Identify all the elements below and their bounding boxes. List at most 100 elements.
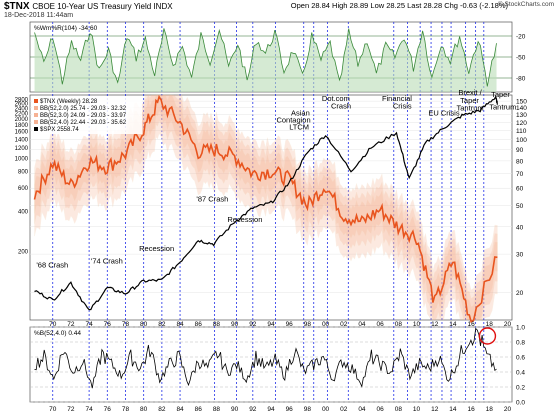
right-axis-tick: 110 bbox=[516, 128, 527, 135]
stockcharts-logo: © StockCharts.com bbox=[497, 1, 554, 8]
event-annotation-8: Dot.com bbox=[322, 94, 350, 103]
highlight-circle bbox=[478, 327, 497, 345]
x-tick-label-bottom: 76 bbox=[104, 406, 112, 413]
event-annotation-2: Recession bbox=[139, 244, 174, 253]
x-tick-label-bottom: 90 bbox=[231, 406, 239, 413]
right-axis-tick: 120 bbox=[516, 120, 527, 127]
x-tick-label-bottom: 74 bbox=[85, 406, 93, 413]
x-tick-label-mid: 76 bbox=[104, 321, 112, 328]
left-axis-tick: 1800 bbox=[15, 123, 29, 129]
x-tick-label-mid: 04 bbox=[358, 321, 366, 328]
left-axis-tick: 800 bbox=[18, 170, 29, 176]
right-axis-tick: 40 bbox=[516, 224, 524, 231]
event-annotation-9: Crash bbox=[331, 101, 351, 110]
right-axis-tick: 150 bbox=[516, 99, 527, 106]
x-tick-label-bottom: 18 bbox=[486, 406, 494, 413]
event-annotation-15: Tantrum bbox=[457, 103, 484, 112]
percent-b-panel-frame bbox=[29, 326, 513, 403]
left-axis-tick: 1400 bbox=[15, 137, 29, 143]
percent-b-tick: 0.8 bbox=[516, 340, 525, 347]
right-axis-tick: 130 bbox=[516, 112, 527, 119]
x-tick-label-bottom: 14 bbox=[449, 406, 457, 413]
x-tick-label-mid: 16 bbox=[467, 321, 475, 328]
x-tick-label-bottom: 08 bbox=[395, 406, 403, 413]
ohlc-readout: Open 28.84 High 28.89 Low 28.25 Last 28.… bbox=[290, 1, 508, 10]
event-annotation-14: Taper bbox=[460, 96, 479, 105]
x-tick-label-bottom: 98 bbox=[304, 406, 312, 413]
x-tick-label-mid: 96 bbox=[286, 321, 294, 328]
x-tick-label-mid: 00 bbox=[322, 321, 330, 328]
legend-swatch-0 bbox=[34, 99, 38, 103]
percent-b-tick: 0.2 bbox=[516, 385, 525, 392]
x-tick-label-bottom: 80 bbox=[140, 406, 148, 413]
left-axis-tick: 1000 bbox=[15, 157, 29, 163]
x-tick-label-bottom: 72 bbox=[67, 406, 75, 413]
percent-b-tick: 1.0 bbox=[516, 325, 525, 332]
left-axis-tick: 2400 bbox=[15, 106, 29, 112]
x-tick-label-mid: 08 bbox=[395, 321, 403, 328]
percent-b-legend: %B(52,4.0) 0.44 bbox=[34, 330, 81, 337]
legend-entry-1: BB(52,2.0) 25.74 - 29.03 - 32.32 bbox=[40, 106, 127, 112]
x-tick-label-bottom: 00 bbox=[322, 406, 330, 413]
event-annotation-5: Asian bbox=[291, 109, 310, 118]
x-tick-label-bottom: 70 bbox=[49, 406, 57, 413]
right-axis-tick: 50 bbox=[516, 203, 524, 210]
x-tick-label-mid: 12 bbox=[431, 321, 439, 328]
event-annotation-1: '74 Crash bbox=[91, 257, 123, 266]
x-tick-label-bottom: 92 bbox=[249, 406, 257, 413]
percent-b-tick: 0.6 bbox=[516, 355, 525, 362]
event-annotation-12: EU Crisis bbox=[428, 109, 459, 118]
x-tick-label-mid: 84 bbox=[176, 321, 184, 328]
left-axis-tick: 2200 bbox=[15, 111, 29, 117]
symbol-label: $TNX bbox=[4, 1, 30, 12]
left-axis-tick: 2600 bbox=[15, 102, 29, 108]
right-axis-tick: 90 bbox=[516, 147, 524, 154]
x-tick-label-mid: 10 bbox=[413, 321, 421, 328]
x-tick-label-bottom: 78 bbox=[122, 406, 130, 413]
event-annotation-10: Financial bbox=[382, 94, 412, 103]
event-annotation-13: Brexit / bbox=[458, 88, 482, 97]
spx-line bbox=[34, 95, 498, 311]
x-tick-label-mid: 74 bbox=[85, 321, 93, 328]
x-tick-label-mid: 86 bbox=[195, 321, 203, 328]
wmr-tick-label: -50 bbox=[516, 55, 526, 62]
bb-band-3 bbox=[34, 94, 498, 321]
x-tick-label-bottom: 96 bbox=[286, 406, 294, 413]
symbol-description: CBOE 10-Year US Treasury Yield INDX bbox=[32, 2, 173, 11]
left-axis-tick: 2000 bbox=[15, 117, 29, 123]
left-axis-tick: 1600 bbox=[15, 130, 29, 136]
left-axis-tick: 600 bbox=[18, 186, 29, 192]
x-tick-label-bottom: 86 bbox=[195, 406, 203, 413]
left-axis-tick: 1200 bbox=[15, 146, 29, 152]
wmr-area bbox=[34, 28, 497, 92]
x-tick-label-bottom: 10 bbox=[413, 406, 421, 413]
x-tick-label-bottom: 84 bbox=[176, 406, 184, 413]
legend-swatch-1 bbox=[34, 106, 38, 110]
x-tick-label-mid: 78 bbox=[122, 321, 130, 328]
tnx-line bbox=[33, 94, 498, 324]
right-axis-tick: 20 bbox=[516, 290, 524, 297]
left-axis-tick: 400 bbox=[18, 209, 29, 215]
event-annotation-7: LTCM bbox=[289, 123, 309, 132]
legend-entry-0: $TNX (Weekly) 28.28 bbox=[40, 99, 98, 105]
x-tick-label-mid: 18 bbox=[486, 321, 494, 328]
x-tick-label-bottom: 20 bbox=[504, 406, 512, 413]
legend-swatch-3 bbox=[34, 120, 38, 124]
x-tick-label-mid: 82 bbox=[158, 321, 166, 328]
event-annotation-16: Taper bbox=[491, 90, 510, 99]
x-tick-label-mid: 20 bbox=[504, 321, 512, 328]
legend-swatch-4 bbox=[34, 127, 38, 131]
left-axis-tick: 2800 bbox=[15, 97, 29, 103]
right-axis-tick: 80 bbox=[516, 158, 524, 165]
right-axis-tick: 100 bbox=[516, 137, 527, 144]
bb-band-2 bbox=[34, 94, 498, 321]
x-tick-label-bottom: 12 bbox=[431, 406, 439, 413]
x-tick-label-bottom: 94 bbox=[267, 406, 275, 413]
x-tick-label-mid: 02 bbox=[340, 321, 348, 328]
percent-b-line bbox=[34, 327, 497, 389]
chart-date: 18-Dec-2018 11:44am bbox=[4, 12, 74, 19]
x-tick-label-mid: 70 bbox=[49, 321, 57, 328]
event-annotation-4: Recession bbox=[227, 215, 262, 224]
left-axis-tick: 200 bbox=[18, 249, 29, 255]
legend-entry-3: BB(52,4.0) 22.44 - 29.03 - 35.62 bbox=[40, 120, 127, 126]
